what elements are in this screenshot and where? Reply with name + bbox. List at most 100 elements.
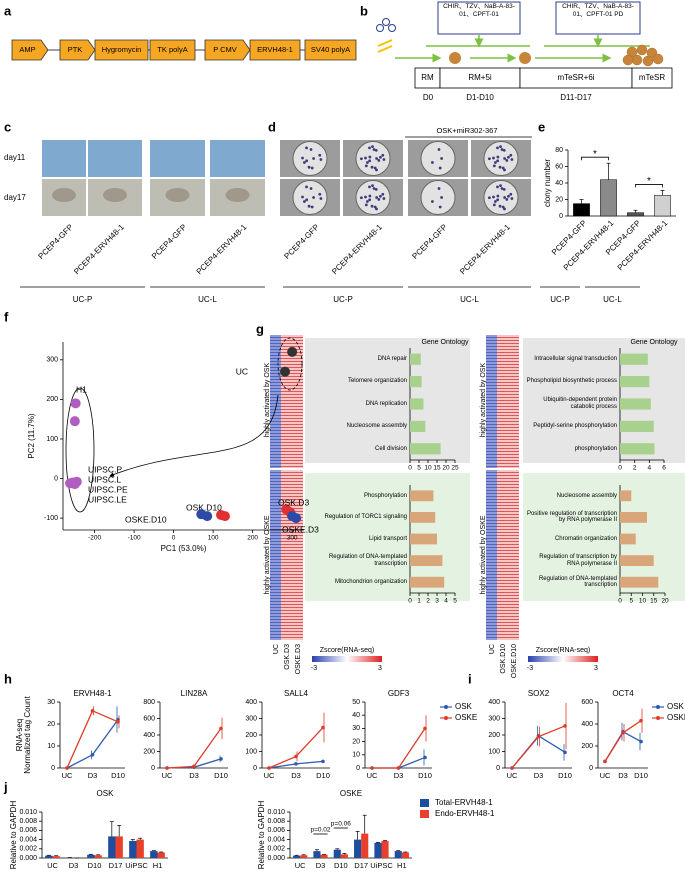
y-tick-label-box: Chromatin organization [555, 536, 617, 542]
x-tick-label: 20 [661, 598, 669, 605]
colony [438, 205, 442, 209]
colony [360, 196, 363, 200]
bar [94, 855, 102, 858]
colony [375, 207, 378, 211]
colorbar [312, 656, 382, 662]
x-tick-label: 4 [648, 465, 652, 472]
day-label: D11-D17 [560, 93, 592, 102]
bar [52, 856, 60, 858]
cell [519, 52, 531, 64]
y-tick-label: 40 [555, 180, 563, 187]
y-tick-label: 0.010 [19, 809, 37, 816]
bar [410, 353, 421, 365]
significance-label: * [647, 176, 651, 187]
x-tick-label: UC [162, 771, 173, 780]
y-tick-label: 0 [54, 475, 58, 482]
point [536, 734, 541, 739]
point [396, 766, 401, 770]
bar [108, 836, 116, 858]
bar [410, 420, 426, 432]
y-tick-label: DNA replication [365, 400, 407, 407]
x-tick-label: UC [367, 771, 378, 780]
point [267, 766, 271, 770]
column-label: PCEP4-ERVH48-1 [330, 222, 384, 276]
y-tick-label: 0.004 [19, 836, 37, 843]
significance-bracket [635, 184, 663, 188]
bar [620, 555, 654, 566]
x-tick-label: 0 [408, 598, 412, 605]
heatmap-column [270, 470, 281, 640]
heatmap-column [281, 335, 292, 468]
bar [627, 212, 644, 217]
point [65, 766, 69, 770]
dish [420, 141, 456, 176]
bar [129, 840, 137, 858]
dish [483, 180, 519, 215]
y-tick-label: DNA repair [377, 355, 407, 362]
y-tick-label: 200 [143, 748, 155, 755]
colony [503, 207, 506, 211]
icon [377, 39, 393, 53]
y-tick-label-box: Phospholipid biosynthetic process [527, 378, 617, 384]
x-tick-label: -200 [88, 535, 101, 542]
bar [374, 842, 382, 858]
go-background [305, 338, 470, 463]
colony [318, 192, 322, 196]
point-label: OSK.D3 [278, 497, 309, 507]
x-tick-label: D10 [88, 861, 102, 870]
heatmap-column-label: OSKE.D3 [295, 644, 302, 674]
cluster-outline [277, 337, 303, 391]
heatmap-column-label: OSKE.D10 [511, 644, 518, 678]
colony [318, 153, 322, 157]
group-label: UC-P [333, 295, 353, 304]
series-line [66, 719, 119, 769]
x-tick-label: D10 [418, 771, 432, 780]
bar [340, 854, 348, 858]
point [370, 766, 374, 770]
colony [496, 146, 499, 150]
y-tick-label-box: Telomere organization [348, 378, 407, 384]
y-tick-label: Nucleosome assembly [556, 492, 617, 499]
bar [620, 398, 651, 410]
point [70, 398, 81, 409]
x-tick-label: D3 [316, 861, 326, 870]
construct-label: ERVH48-1 [257, 45, 293, 54]
bar [115, 836, 123, 858]
y-tick-label: 20 [352, 738, 360, 745]
x-tick-label: UC [295, 861, 306, 870]
x-tick-label: UC [47, 861, 58, 870]
construct-element [11, 39, 49, 61]
point-label: OSKE.D10 [125, 514, 167, 524]
day-label: D1-D10 [466, 93, 494, 102]
legend-label: OSK [455, 702, 473, 711]
construct-element [149, 39, 196, 61]
colony [312, 196, 315, 199]
colony [492, 195, 495, 199]
y-tick-label: 0.002 [267, 846, 285, 853]
colony [503, 196, 506, 199]
series-line [372, 728, 426, 769]
colony [368, 155, 372, 159]
colony [382, 158, 386, 161]
colony [372, 187, 376, 190]
colony [375, 168, 378, 172]
colony [374, 187, 378, 191]
point [90, 753, 95, 757]
bar [573, 203, 590, 217]
colony [507, 194, 510, 198]
y-axis-label: RNA-seq [15, 719, 24, 751]
heatmap-column [292, 470, 303, 640]
x-tick-label: 10 [639, 598, 647, 605]
colony [165, 188, 190, 202]
colony [371, 145, 374, 148]
panel-label: d [268, 119, 276, 134]
chart-title: Gene Ontology [630, 339, 678, 346]
colony [505, 198, 509, 201]
x-tick-label: UC [600, 771, 611, 780]
column-label: PCEP4-GFP [150, 223, 188, 261]
bar [410, 533, 437, 545]
x-tick-label: UiPSC [125, 861, 148, 870]
y-tick-label: 0 [51, 765, 55, 772]
bar [620, 420, 654, 432]
